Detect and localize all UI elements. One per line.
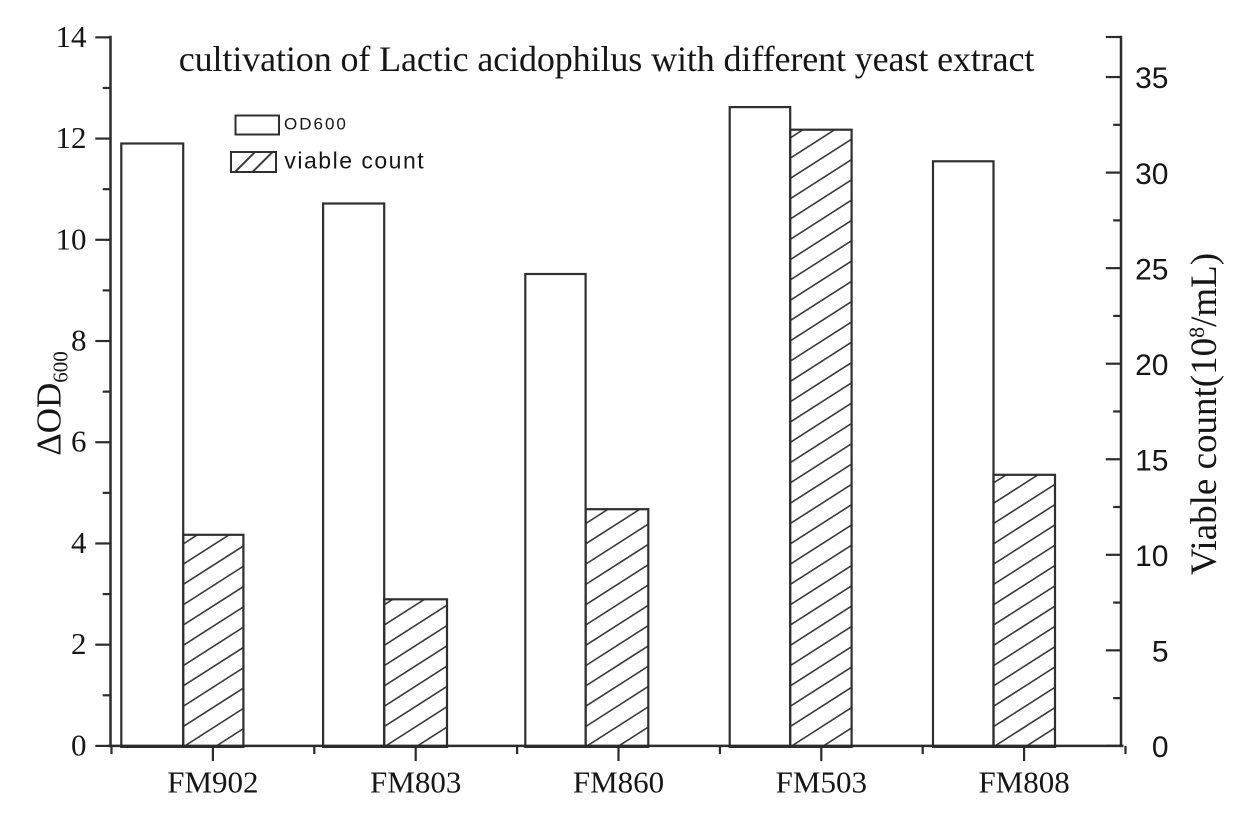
svg-text:10: 10 — [1135, 540, 1168, 573]
svg-text:FM503: FM503 — [776, 764, 867, 799]
svg-text:10: 10 — [56, 221, 87, 256]
svg-text:30: 30 — [1135, 158, 1168, 191]
svg-text:20: 20 — [1135, 349, 1168, 382]
svg-text:0: 0 — [71, 727, 87, 762]
svg-text:Viable count(108/mL): Viable count(108/mL) — [1184, 253, 1225, 575]
svg-text:0: 0 — [1152, 731, 1169, 764]
svg-text:FM902: FM902 — [167, 764, 258, 799]
svg-text:4: 4 — [71, 525, 87, 560]
svg-text:2: 2 — [71, 626, 87, 661]
svg-text:25: 25 — [1135, 253, 1168, 286]
svg-text:14: 14 — [56, 19, 88, 54]
svg-text:viable count: viable count — [284, 148, 425, 174]
svg-text:15: 15 — [1135, 444, 1168, 477]
svg-text:8: 8 — [71, 323, 87, 358]
svg-text:OD600: OD600 — [284, 115, 348, 134]
svg-text:FM860: FM860 — [573, 764, 664, 799]
svg-text:FM808: FM808 — [978, 764, 1069, 799]
svg-text:12: 12 — [56, 120, 87, 155]
svg-text:cultivation of Lactic acidophi: cultivation of Lactic acidophilus with d… — [179, 39, 1035, 79]
svg-text:35: 35 — [1135, 62, 1168, 95]
svg-text:6: 6 — [71, 424, 87, 459]
svg-text:FM803: FM803 — [370, 764, 461, 799]
svg-text:5: 5 — [1152, 636, 1169, 669]
